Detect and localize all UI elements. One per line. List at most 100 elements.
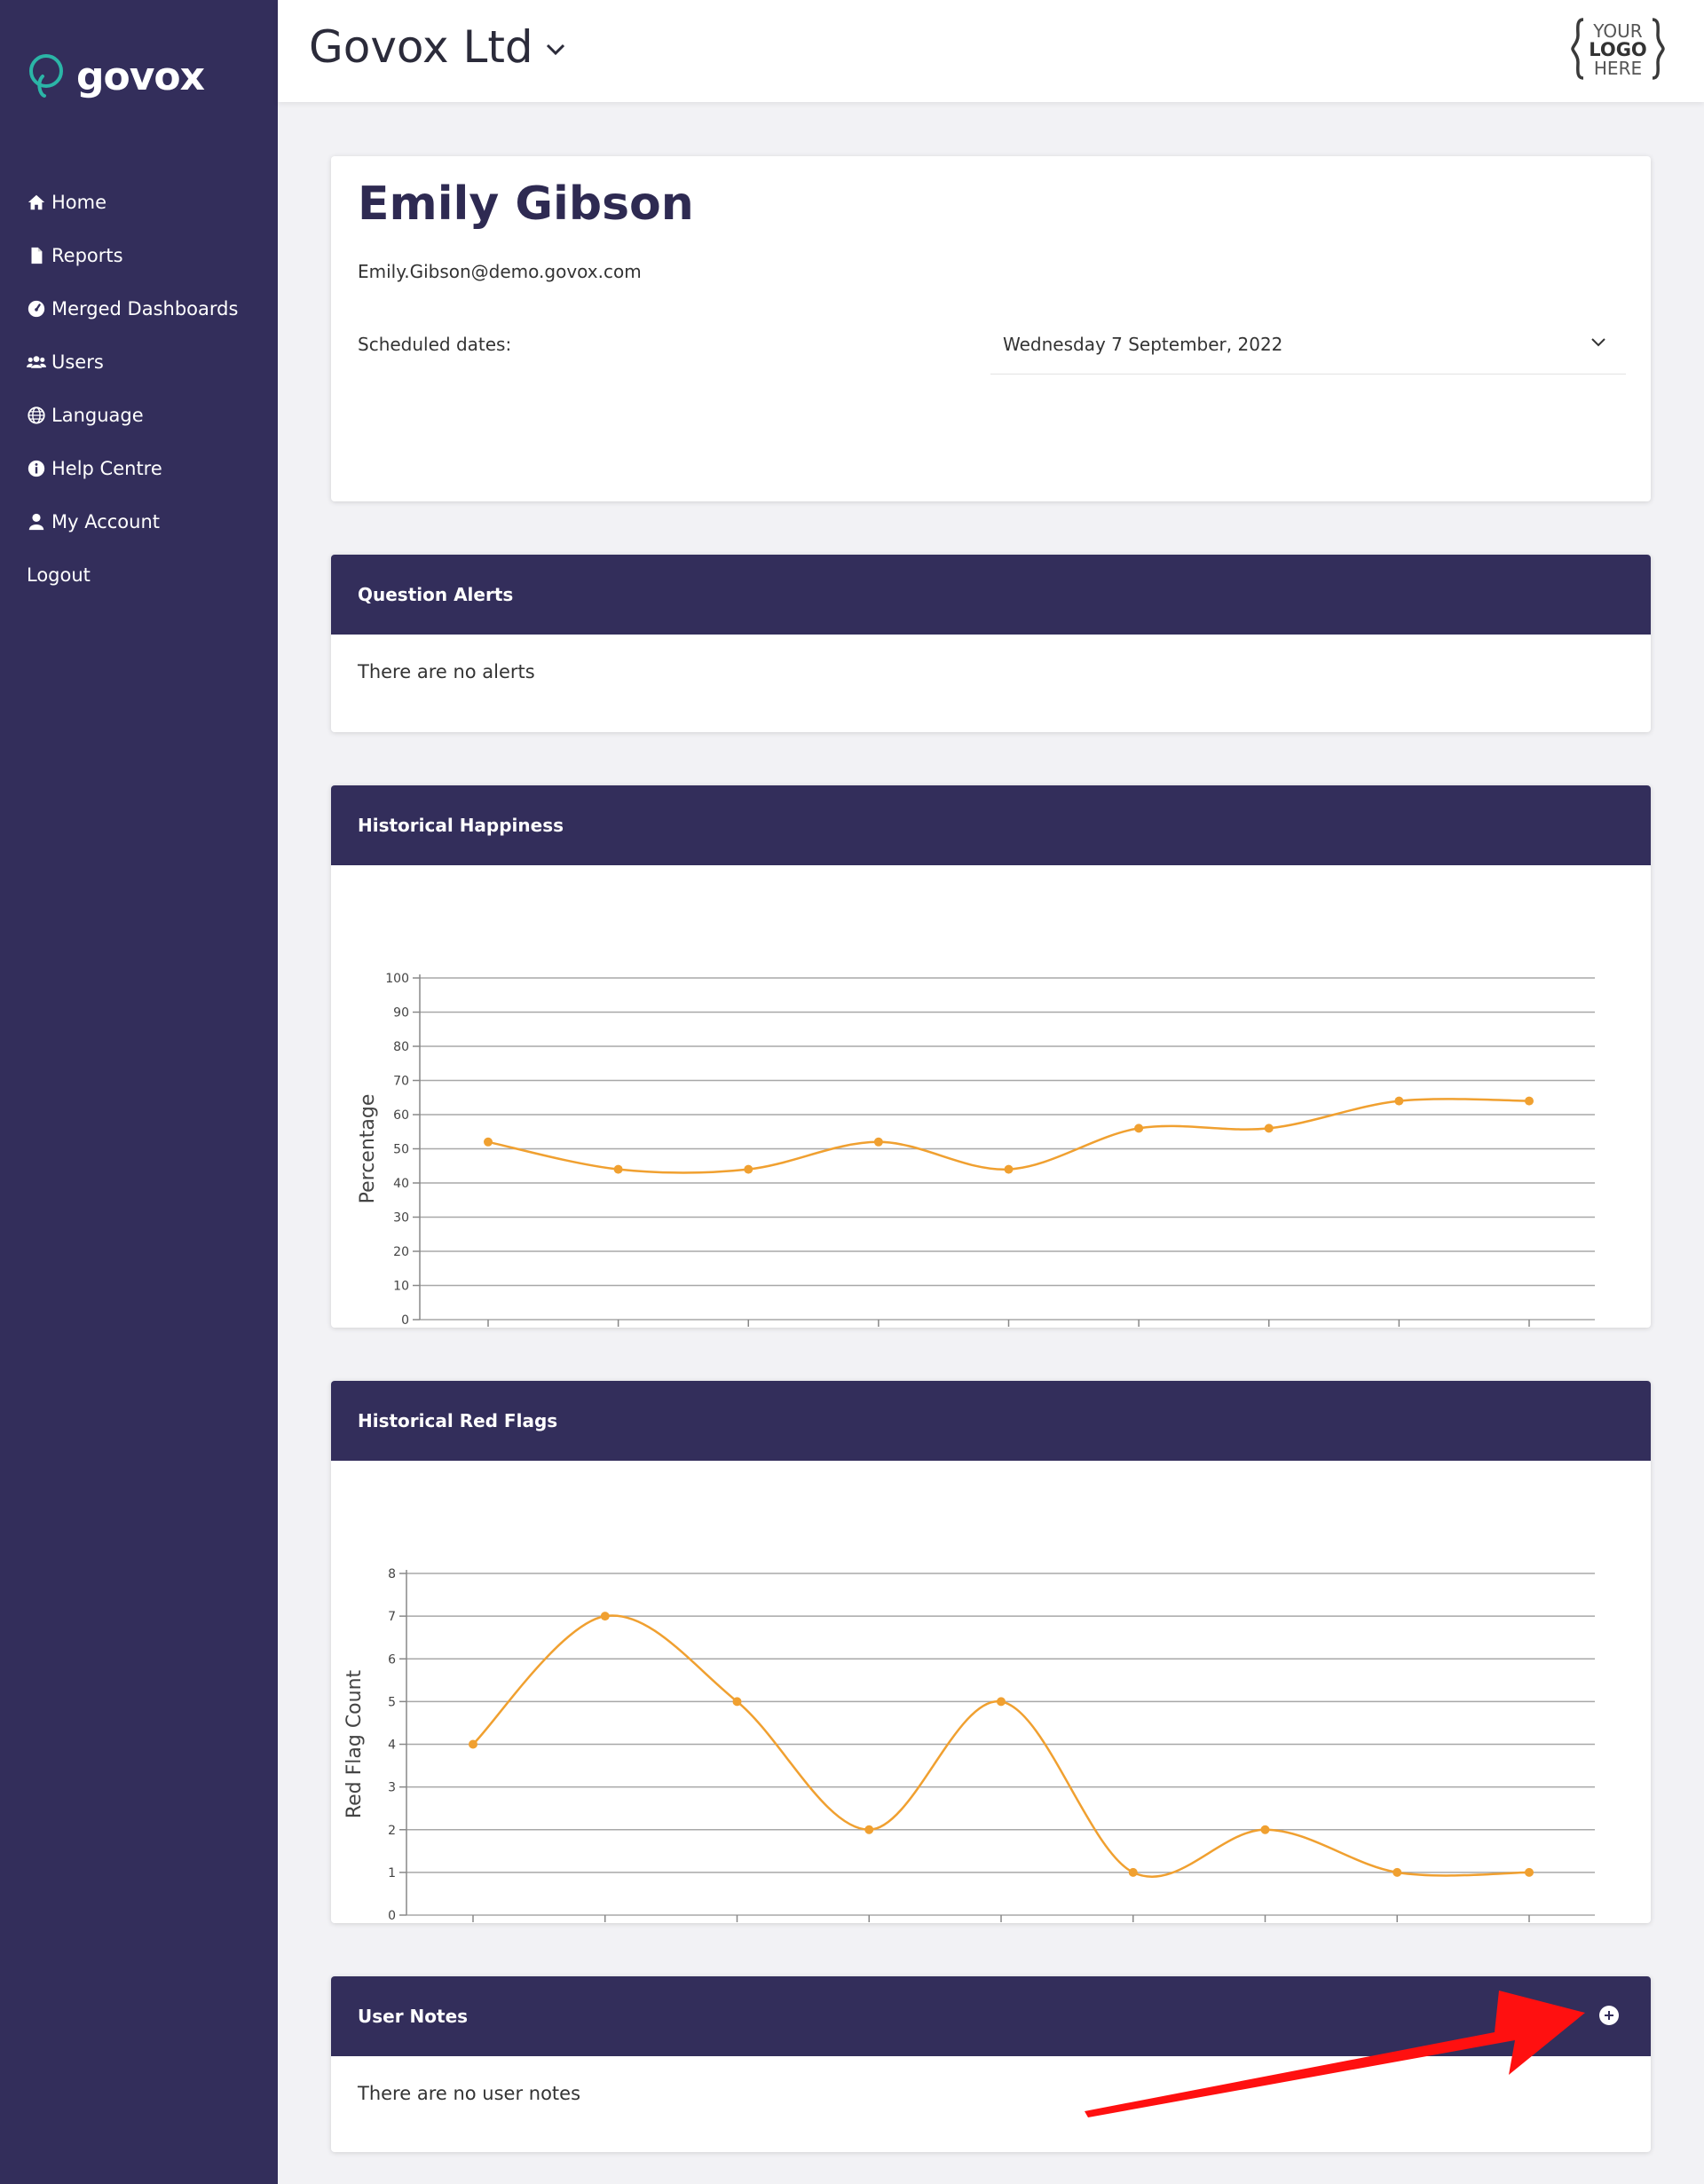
data-point[interactable]: [600, 1612, 610, 1621]
sidebar-item-my-account[interactable]: My Account: [27, 495, 238, 548]
chevron-down-icon: [546, 43, 564, 56]
profile-card: Emily Gibson Emily.Gibson@demo.govox.com…: [331, 156, 1651, 501]
y-tick-label: 20: [393, 1245, 409, 1259]
y-tick-label: 60: [393, 1108, 409, 1123]
sidebar-item-users[interactable]: Users: [27, 335, 238, 389]
y-tick-label: 8: [388, 1567, 396, 1581]
sidebar: govox Home Reports Merged Dashboards Use…: [0, 0, 278, 2184]
globe-icon: [28, 406, 45, 424]
y-tick-label: 0: [401, 1313, 409, 1328]
sidebar-item-label: Help Centre: [51, 458, 162, 479]
file-icon: [31, 247, 43, 264]
happiness-chart: 010203040506070809010007-Oct07-Nov07-Dec…: [357, 972, 1595, 1328]
sidebar-nav: Home Reports Merged Dashboards Users Lan…: [27, 176, 238, 602]
company-name: Govox Ltd: [309, 21, 533, 73]
brand-name: govox: [76, 53, 205, 99]
sidebar-item-label: Logout: [27, 564, 91, 586]
home-icon: [28, 194, 45, 210]
sidebar-item-label: Merged Dashboards: [51, 298, 239, 319]
notes-empty-message: There are no user notes: [358, 2083, 581, 2104]
user-icon: [28, 513, 44, 531]
y-tick-label: 7: [388, 1610, 396, 1624]
brand-logo[interactable]: govox: [25, 51, 205, 101]
card-title: Historical Red Flags: [358, 1410, 558, 1431]
y-tick-label: 40: [393, 1177, 409, 1191]
sidebar-item-label: My Account: [51, 511, 161, 532]
historical-red-flags-header: Historical Red Flags: [331, 1381, 1651, 1461]
data-point[interactable]: [1128, 1867, 1138, 1877]
y-tick-label: 2: [388, 1824, 396, 1838]
sidebar-item-label: Home: [51, 192, 107, 213]
data-point[interactable]: [1004, 1164, 1014, 1174]
data-point[interactable]: [1134, 1124, 1144, 1133]
govox-logo-icon: [29, 54, 63, 98]
data-point[interactable]: [864, 1825, 874, 1834]
add-note-plus-icon[interactable]: [1599, 2006, 1619, 2025]
sidebar-item-home[interactable]: Home: [27, 176, 238, 229]
red-flags-chart: 01234567807-Oct07-Nov07-Dec07-Jan07-Feb0…: [343, 1567, 1595, 1923]
top-header: Govox Ltd YOUR LOGO HERE: [278, 0, 1704, 102]
sidebar-item-logout[interactable]: Logout: [27, 548, 238, 602]
data-point[interactable]: [1264, 1124, 1274, 1133]
y-tick-label: 80: [393, 1040, 409, 1054]
data-point[interactable]: [1392, 1867, 1402, 1877]
user-email: Emily.Gibson@demo.govox.com: [358, 261, 642, 282]
data-point[interactable]: [484, 1137, 493, 1147]
company-logo-placeholder: YOUR LOGO HERE: [1571, 18, 1665, 80]
sidebar-item-language[interactable]: Language: [27, 389, 238, 442]
company-selector[interactable]: Govox Ltd: [309, 21, 565, 73]
logo-line-2: LOGO: [1589, 39, 1647, 60]
y-axis-title: Red Flag Count: [343, 1669, 366, 1818]
y-tick-label: 3: [388, 1781, 396, 1795]
y-tick-label: 5: [388, 1695, 396, 1709]
card-title: Question Alerts: [358, 584, 514, 605]
data-point[interactable]: [613, 1164, 623, 1174]
question-alerts-header: Question Alerts: [331, 555, 1651, 635]
sidebar-item-merged-dashboards[interactable]: Merged Dashboards: [27, 282, 238, 335]
sidebar-item-label: Users: [51, 351, 104, 373]
y-tick-label: 90: [393, 1006, 409, 1021]
sidebar-item-help-centre[interactable]: Help Centre: [27, 442, 238, 495]
gauge-icon: [28, 300, 45, 318]
data-point[interactable]: [873, 1137, 883, 1147]
y-tick-label: 30: [393, 1211, 409, 1226]
data-point[interactable]: [469, 1739, 477, 1749]
y-tick-label: 6: [388, 1652, 396, 1667]
data-point[interactable]: [997, 1697, 1006, 1707]
scheduled-date-value: Wednesday 7 September, 2022: [1003, 334, 1283, 355]
logo-line-1: YOUR: [1592, 20, 1643, 42]
card-title: Historical Happiness: [358, 815, 564, 836]
sidebar-item-label: Language: [51, 405, 144, 426]
historical-happiness-card: Historical Happiness 0 10 20 30 40 50 60 70 80 90…: [331, 785, 1651, 1328]
y-tick-label: 70: [393, 1075, 409, 1089]
y-tick-label: 10: [393, 1280, 409, 1294]
user-notes-header: User Notes: [331, 1976, 1651, 2056]
sidebar-item-reports[interactable]: Reports: [27, 229, 238, 282]
data-point[interactable]: [1260, 1825, 1270, 1834]
data-point[interactable]: [1525, 1096, 1534, 1106]
scheduled-dates-label: Scheduled dates:: [358, 334, 512, 355]
y-axis-title: Percentage: [357, 1094, 379, 1204]
card-title: User Notes: [358, 2006, 469, 2027]
data-point[interactable]: [1394, 1096, 1404, 1106]
alerts-empty-message: There are no alerts: [358, 661, 535, 682]
scheduled-dates-select[interactable]: Wednesday 7 September, 2022: [990, 314, 1626, 375]
info-icon: [28, 460, 45, 477]
sidebar-item-label: Reports: [51, 245, 123, 266]
y-tick-label: 100: [385, 972, 409, 986]
historical-happiness-header: Historical Happiness: [331, 785, 1651, 865]
series-line: [472, 1614, 1530, 1879]
question-alerts-card: Question Alerts There are no alerts: [331, 555, 1651, 732]
y-tick-label: 1: [388, 1866, 396, 1880]
data-point[interactable]: [732, 1697, 742, 1707]
historical-red-flags-card: Historical Red Flags 01234567807-Oct07-N…: [331, 1381, 1651, 1923]
user-notes-card: User Notes There are no user notes: [331, 1976, 1651, 2152]
y-tick-label: 50: [393, 1143, 409, 1157]
series-line: [487, 1098, 1530, 1174]
data-point[interactable]: [1525, 1867, 1534, 1877]
y-tick-label: 0: [388, 1909, 396, 1923]
data-point[interactable]: [744, 1164, 753, 1174]
users-icon: [27, 356, 46, 368]
y-tick-label: 4: [388, 1739, 396, 1753]
user-name: Emily Gibson: [358, 177, 694, 231]
